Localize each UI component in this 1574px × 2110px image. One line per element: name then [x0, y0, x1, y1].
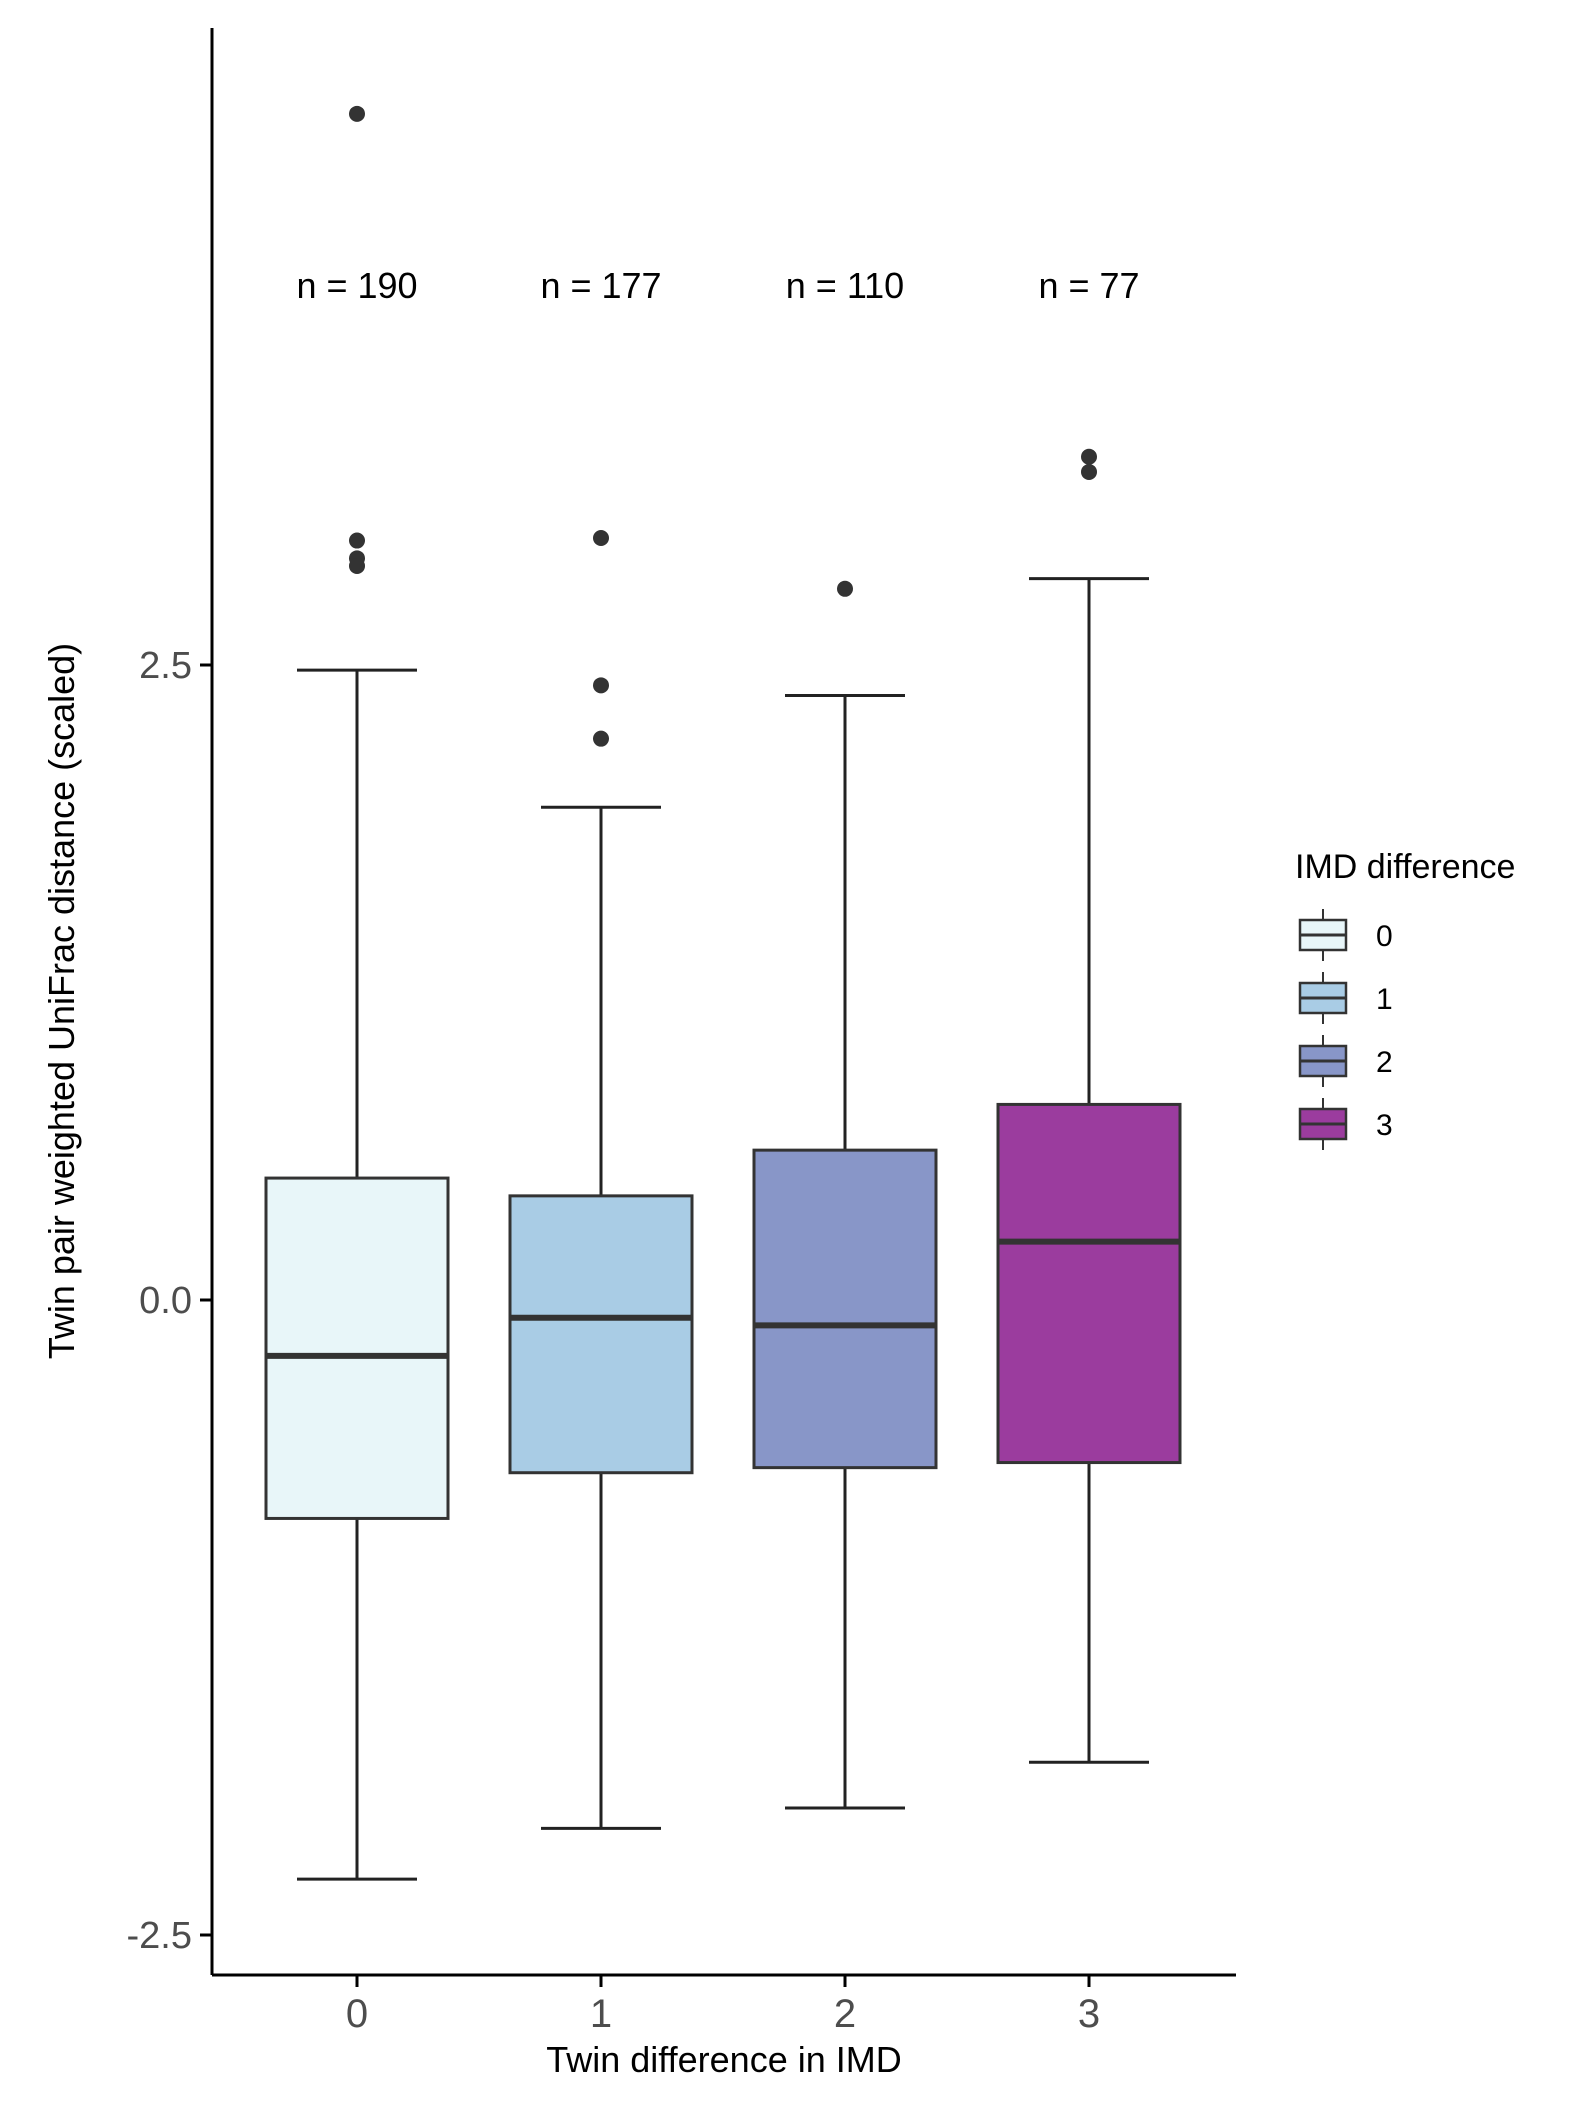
legend-title: IMD difference	[1295, 848, 1515, 886]
box-group-2	[752, 580, 938, 1810]
outlier-point	[349, 557, 365, 574]
n-label: n = 110	[786, 265, 904, 306]
outlier-point	[593, 677, 609, 694]
y-tick-label: 2.5	[139, 645, 192, 687]
legend-item-label: 0	[1376, 920, 1393, 953]
x-tick-label: 3	[1078, 1992, 1100, 2036]
boxes	[264, 105, 1182, 1881]
outlier-point	[1081, 463, 1097, 480]
y-axis-title: Twin pair weighted UniFrac distance (sca…	[41, 643, 82, 1359]
legend-item-label: 2	[1376, 1046, 1393, 1079]
legend: IMD difference 0 1 2 3	[1295, 848, 1515, 1150]
legend-item-0: 0	[1298, 909, 1393, 961]
x-tick-label: 2	[834, 1992, 856, 2036]
legend-item-label: 3	[1376, 1109, 1393, 1142]
y-tick-label: -2.5	[127, 1915, 192, 1957]
n-labels: n = 190 n = 177 n = 110 n = 77	[296, 265, 1139, 306]
x-axis-title: Twin difference in IMD	[546, 2039, 901, 2080]
box-group-0	[264, 105, 450, 1881]
n-label: n = 190	[296, 265, 417, 306]
legend-item-3: 3	[1298, 1098, 1393, 1150]
outlier-point	[349, 105, 365, 122]
iqr-box	[996, 1102, 1182, 1465]
n-label: n = 77	[1038, 265, 1139, 306]
legend-item-1: 1	[1298, 972, 1393, 1024]
legend-item-label: 1	[1376, 983, 1393, 1016]
iqr-box	[508, 1194, 694, 1475]
iqr-box	[752, 1148, 938, 1470]
outlier-point	[593, 730, 609, 747]
x-tick-label: 0	[346, 1992, 368, 2036]
outlier-point	[837, 580, 853, 597]
y-tick-label: 0.0	[139, 1280, 192, 1322]
outlier-point	[1081, 448, 1097, 465]
x-tick-label: 1	[590, 1992, 612, 2036]
y-ticks: -2.5 0.0 2.5	[127, 645, 212, 1957]
x-ticks: 0 1 2 3	[346, 1975, 1100, 2036]
outlier-point	[593, 530, 609, 546]
box-group-1	[508, 530, 694, 1830]
outlier-point	[349, 532, 365, 549]
iqr-box	[264, 1176, 450, 1520]
legend-item-2: 2	[1298, 1035, 1393, 1087]
box-group-3	[996, 448, 1182, 1764]
n-label: n = 177	[540, 265, 661, 306]
